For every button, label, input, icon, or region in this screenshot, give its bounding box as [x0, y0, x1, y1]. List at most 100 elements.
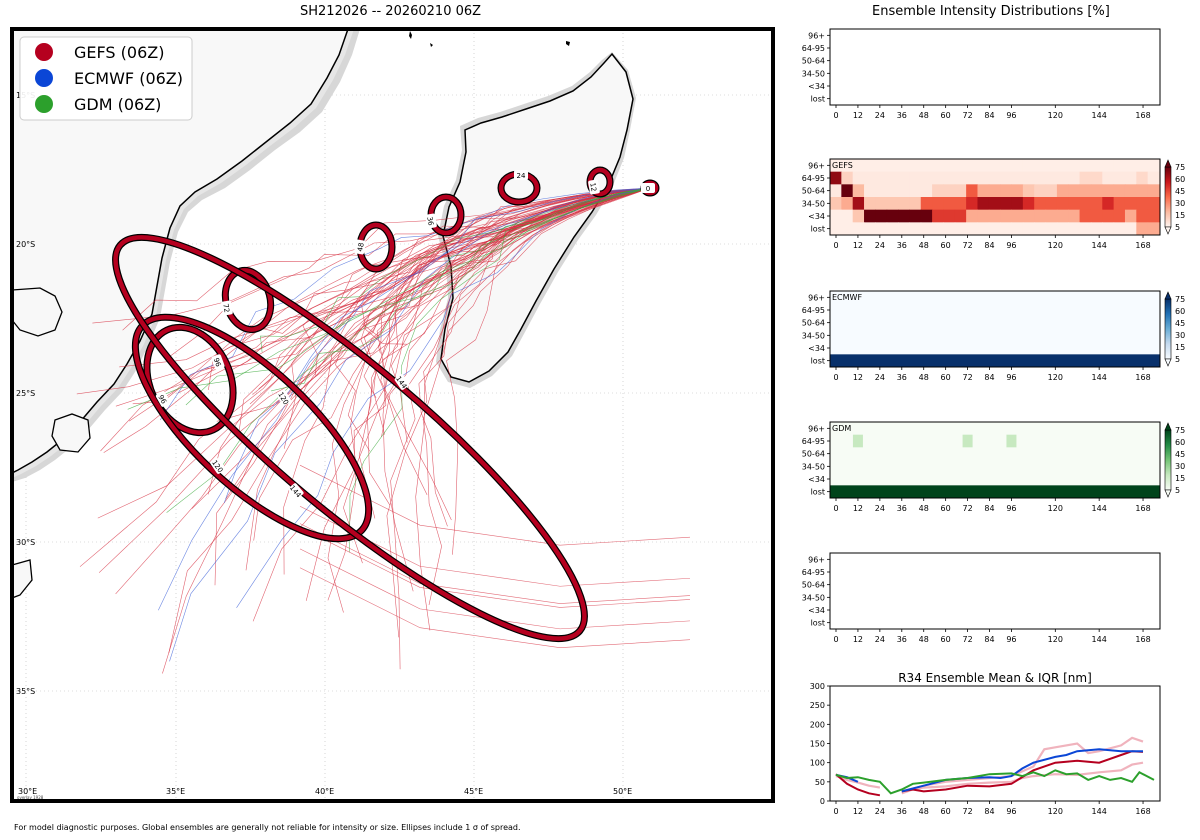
- heat-cell: [886, 171, 899, 185]
- panel-title: GEFS: [832, 161, 853, 170]
- heat-cell: [875, 197, 888, 211]
- x-tick-label: 120: [1048, 373, 1063, 382]
- intensity-panel-blank: 96+ 64-95 50-64 34-50 <34 lost 0 12 24 36 48 60 72 84…: [802, 552, 1161, 644]
- x-tick-label: 72: [962, 635, 972, 644]
- svg-text:96: 96: [212, 357, 223, 369]
- track-line: [191, 187, 651, 509]
- x-tick-label: 72: [962, 241, 972, 250]
- heat-cell: [830, 354, 1160, 367]
- legend-gdm-label: GDM (06Z): [74, 95, 161, 114]
- heat-cell: [954, 209, 967, 223]
- y-tick-label: 150: [810, 740, 825, 749]
- x-tick-label: 0: [833, 373, 838, 382]
- x-tick-label: 144: [1092, 241, 1107, 250]
- intensity-title: Ensemble Intensity Distributions [%]: [872, 4, 1110, 19]
- heat-cell: [875, 159, 888, 173]
- heat-cell: [1113, 159, 1126, 173]
- heat-cell: [932, 159, 944, 173]
- legend-gdm-marker: [35, 95, 53, 113]
- y-tick-label: lost: [811, 357, 825, 366]
- y-tick-label: 34-50: [802, 593, 825, 602]
- x-tick-label: 36: [897, 635, 907, 644]
- svg-text:0: 0: [646, 185, 650, 193]
- heat-cell: [830, 291, 1160, 355]
- x-tick-label: 168: [1135, 504, 1150, 513]
- heat-cell: [1147, 184, 1160, 198]
- heat-cell: [1102, 159, 1115, 173]
- heat-cell: [988, 159, 1001, 173]
- heat-cell: [864, 197, 876, 211]
- intensity-panel-gefs: 96+ 64-95 50-64 34-50 <34 lost 0 12 24 36 48 60 72 84…: [802, 158, 1185, 250]
- heat-cell: [943, 222, 956, 236]
- panel-title: ECMWF: [832, 293, 862, 302]
- ellipse-label: 0: [641, 183, 655, 193]
- heat-cell: [852, 171, 865, 185]
- heat-cell: [966, 184, 978, 198]
- track-line: [299, 523, 691, 604]
- heat-cell: [841, 171, 854, 185]
- x-tick-label: 168: [1135, 111, 1150, 120]
- x-tick-label: 12: [853, 635, 863, 644]
- heat-cell: [886, 184, 899, 198]
- svg-text:24: 24: [517, 172, 526, 180]
- heat-cell: [1022, 197, 1035, 211]
- y-tick-label: lost: [811, 95, 825, 104]
- heat-cell: [1090, 197, 1103, 211]
- heat-cell: [1124, 209, 1137, 223]
- heat-cell: [909, 222, 922, 236]
- svg-text:72: 72: [221, 303, 230, 313]
- heat-cell: [830, 159, 842, 173]
- uncertainty-ellipses: [112, 166, 660, 643]
- heat-cell: [1136, 184, 1149, 198]
- y-tick-label: 64-95: [802, 174, 825, 183]
- heat-cell: [954, 159, 967, 173]
- x-tick-label: 36: [897, 807, 907, 816]
- heat-cell: [920, 159, 933, 173]
- heat-cell: [1022, 184, 1035, 198]
- heat-cell: [1090, 184, 1103, 198]
- y-tick-label: <34: [808, 344, 825, 353]
- x-tick-label: 144: [1092, 373, 1107, 382]
- colorbar-tick: 30: [1175, 331, 1185, 340]
- heat-cell: [875, 184, 888, 198]
- heat-cell: [1136, 222, 1149, 236]
- x-tick-label: 48: [919, 504, 929, 513]
- y-tick-label: 200: [810, 720, 825, 729]
- heat-cell: [1113, 222, 1126, 236]
- x-tick-label: 72: [962, 504, 972, 513]
- heat-cell: [920, 184, 933, 198]
- gefs-iqr-line: [901, 736, 1144, 793]
- legend-ecmwf-marker: [35, 69, 53, 87]
- y-tick-label: 50-64: [802, 581, 825, 590]
- heat-cell: [898, 222, 910, 236]
- lat-label: 35°S: [16, 687, 35, 696]
- y-tick-label: 50: [815, 778, 825, 787]
- y-tick-label: 0: [820, 797, 825, 806]
- heat-cell: [1000, 209, 1013, 223]
- heat-cell: [864, 209, 876, 223]
- heat-cell: [886, 197, 899, 211]
- heat-cell: [1090, 159, 1103, 173]
- track-line: [349, 187, 651, 553]
- heat-cell: [864, 159, 876, 173]
- gefs-iqr-line: [835, 775, 881, 789]
- heat-cell: [830, 197, 842, 211]
- colorbar-tick: 15: [1175, 211, 1185, 220]
- heat-cell: [954, 222, 967, 236]
- x-tick-label: 84: [984, 504, 994, 513]
- heat-cell: [1147, 171, 1160, 185]
- heat-cell: [1000, 171, 1013, 185]
- colorbar: [1164, 429, 1172, 491]
- heat-cell: [864, 222, 876, 236]
- panel-frame: [829, 421, 1161, 499]
- x-tick-label: 168: [1135, 241, 1150, 250]
- heat-cell: [1124, 159, 1137, 173]
- track-line: [299, 567, 691, 649]
- x-tick-label: 24: [875, 111, 885, 120]
- map-credit: overlay 1928: [17, 795, 44, 800]
- x-tick-label: 36: [897, 504, 907, 513]
- x-tick-label: 144: [1092, 111, 1107, 120]
- x-tick-label: 120: [1048, 111, 1063, 120]
- heat-cell: [852, 222, 865, 236]
- x-tick-label: 96: [1006, 504, 1016, 513]
